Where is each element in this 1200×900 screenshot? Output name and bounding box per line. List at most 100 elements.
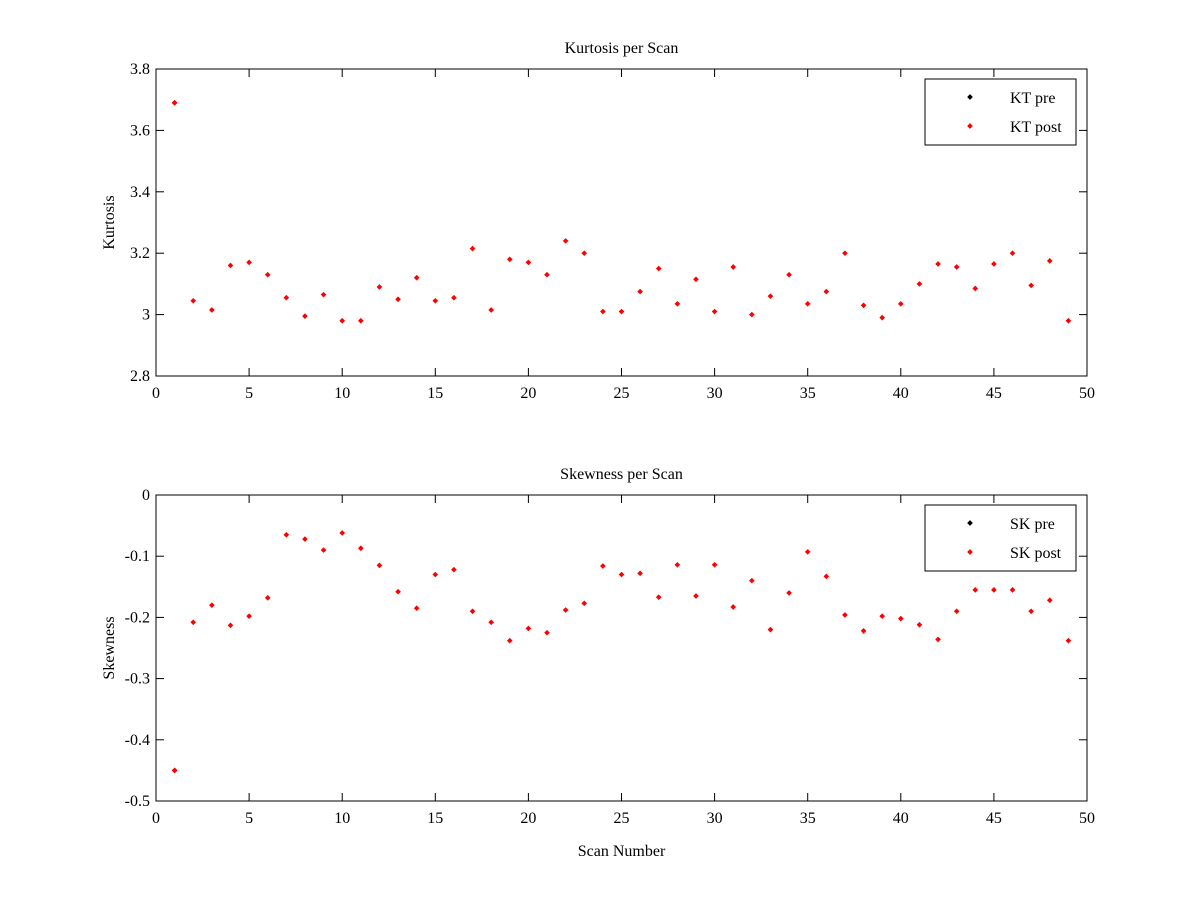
kurtosis-ytick-label: 3.6 [130, 122, 150, 139]
skewness-data-point [804, 549, 811, 555]
skewness-data-point [972, 587, 979, 593]
kurtosis-data-point [302, 313, 308, 319]
skewness-data-point [171, 767, 178, 774]
skewness-data-point [376, 562, 383, 569]
kurtosis-data-point [209, 307, 215, 313]
skewness-data-point [1065, 637, 1072, 644]
kurtosis-data-point [413, 274, 420, 281]
skewness-ytick-label: -0.1 [125, 548, 150, 565]
kurtosis-data-point [320, 291, 327, 298]
skewness-data-point [562, 607, 569, 613]
skewness-data-point [451, 566, 457, 573]
kurtosis-xtick-label: 40 [893, 385, 909, 402]
skewness-xtick-label: 45 [986, 810, 1002, 827]
skewness-data-point [339, 530, 346, 536]
skewness-data-point [637, 570, 643, 577]
skewness-data-point [302, 536, 308, 542]
kurtosis-ytick-label: 2.8 [130, 368, 150, 385]
skewness-legend-marker [967, 520, 973, 526]
skewness-xtick-label: 5 [245, 810, 253, 827]
kurtosis-data-point [506, 256, 513, 263]
skewness-data-point [1009, 587, 1016, 593]
skewness-data-point [209, 602, 215, 608]
kurtosis-data-point [451, 294, 457, 301]
kurtosis-legend-box [924, 78, 1077, 146]
skewness-data-point [767, 626, 774, 633]
kurtosis-xtick-label: 15 [427, 385, 443, 402]
kurtosis-data-point [674, 301, 681, 307]
skewness-data-point [897, 615, 904, 622]
kurtosis-chart-title: Kurtosis per Scan [565, 40, 679, 57]
skewness-data-point [506, 637, 513, 644]
kurtosis-data-point [655, 265, 662, 272]
skewness-data-point [283, 531, 290, 538]
kurtosis-legend-marker [967, 94, 973, 100]
skewness-data-point [674, 561, 681, 568]
kurtosis-data-point [525, 259, 532, 266]
kurtosis-legend-label: KT pre [1010, 90, 1055, 107]
kurtosis-data-point [283, 294, 290, 301]
skewness-data-point [916, 621, 923, 628]
skewness-data-point [860, 628, 867, 634]
skewness-data-point [935, 636, 941, 643]
kurtosis-xtick-label: 50 [1079, 385, 1095, 402]
kurtosis-data-point [991, 261, 997, 267]
skewness-data-point [320, 547, 327, 553]
skewness-data-point [600, 563, 606, 569]
skewness-data-point [842, 612, 848, 618]
kurtosis-data-point [1009, 250, 1016, 257]
kurtosis-data-point [860, 302, 867, 309]
skewness-data-point [432, 571, 439, 578]
kurtosis-data-point [190, 297, 197, 304]
skewness-data-point [246, 613, 252, 620]
kurtosis-data-point [618, 308, 625, 315]
kurtosis-data-point [935, 261, 941, 267]
skewness-data-point [618, 571, 625, 578]
skewness-data-point [413, 605, 420, 612]
kurtosis-data-point [897, 301, 904, 307]
kurtosis-data-point [804, 301, 811, 307]
skewness-legend-label: SK pre [1010, 516, 1055, 533]
kurtosis-ytick-label: 3.4 [130, 184, 150, 201]
kurtosis-data-point [916, 281, 923, 287]
skewness-data-point [190, 619, 197, 626]
kurtosis-data-point [339, 317, 346, 324]
skewness-data-point [469, 608, 476, 615]
skewness-xtick-label: 15 [427, 810, 443, 827]
kurtosis-data-point [786, 271, 792, 278]
skewness-xtick-label: 40 [893, 810, 909, 827]
skewness-data-point [991, 587, 997, 593]
kurtosis-data-point [711, 308, 718, 315]
kurtosis-legend-label: KT post [1010, 119, 1062, 136]
kurtosis-xtick-label: 5 [245, 385, 253, 402]
skewness-legend: SK pre SK post [924, 504, 1077, 572]
kurtosis-data-point [544, 271, 550, 278]
skewness-data-point [1046, 597, 1053, 604]
skewness-legend-box [924, 504, 1077, 572]
skewness-data-point [227, 622, 234, 629]
skewness-data-point [749, 577, 755, 584]
kurtosis-ytick-label: 3.2 [130, 245, 150, 262]
kurtosis-data-point [972, 285, 979, 292]
skewness-xtick-label: 50 [1079, 810, 1095, 827]
kurtosis-legend-marker [967, 123, 973, 129]
skewness-xtick-label: 35 [800, 810, 816, 827]
kurtosis-data-point [357, 317, 364, 324]
kurtosis-data-point [246, 259, 252, 266]
skewness-legend-label: SK post [1010, 545, 1062, 562]
skewness-data-point [525, 625, 532, 632]
kurtosis-xtick-label: 25 [614, 385, 630, 402]
kurtosis-data-point [693, 276, 699, 283]
skewness-data-point [786, 590, 792, 596]
skewness-chart-title: Skewness per Scan [560, 466, 683, 483]
skewness-y-axis-label: Skewness [101, 616, 118, 679]
skewness-legend-marker [967, 549, 973, 555]
skewness-data-point [581, 600, 588, 607]
kurtosis-data-point [730, 264, 737, 270]
skewness-data-point [357, 545, 364, 552]
skewness-data-point [711, 561, 718, 568]
kurtosis-data-point [432, 297, 439, 304]
skewness-data-point [823, 573, 830, 580]
kurtosis-data-point [600, 308, 606, 315]
